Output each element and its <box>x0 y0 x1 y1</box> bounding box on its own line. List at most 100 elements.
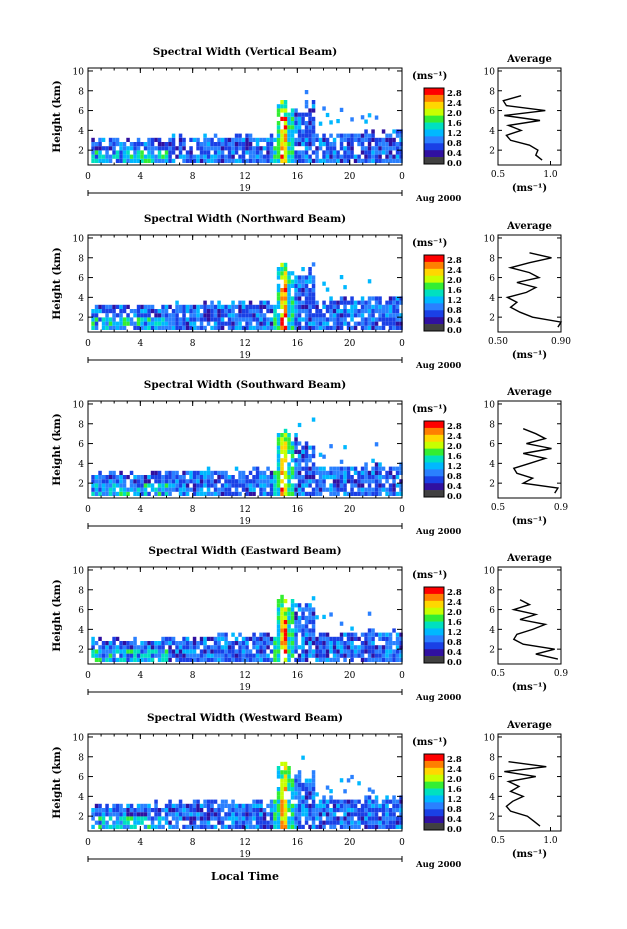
heatmap-cell <box>112 641 116 646</box>
heatmap-cell <box>353 649 358 654</box>
heatmap-cell <box>210 154 214 159</box>
heatmap-cell <box>255 304 260 309</box>
heatmap-cell <box>224 632 228 637</box>
heatmap-cell <box>353 645 358 650</box>
heatmap-cell <box>388 300 393 305</box>
heatmap-cell <box>98 150 102 155</box>
heatmap-cell <box>308 787 312 792</box>
heatmap-cell <box>192 137 197 142</box>
heatmap-cell <box>381 150 386 155</box>
heatmap-cell <box>157 309 162 314</box>
heatmap-cell <box>332 657 337 662</box>
heatmap-cell <box>224 321 228 326</box>
heatmap-cell <box>133 657 137 662</box>
heatmap-cell <box>206 150 211 155</box>
heatmap-cell <box>388 657 393 662</box>
heatmap-cell <box>297 275 302 280</box>
heatmap-cell <box>217 300 221 305</box>
heatmap-cell <box>311 475 316 480</box>
heatmap-cell <box>346 824 351 829</box>
heatmap-cell <box>224 653 228 658</box>
heatmap-cell <box>241 317 246 322</box>
heatmap-cell <box>280 791 284 796</box>
heatmap-cell <box>262 641 267 646</box>
heatmap-cell <box>371 154 375 159</box>
heatmap-cell <box>269 479 274 484</box>
heatmap-cell <box>339 309 344 314</box>
heatmap-cell <box>98 475 102 480</box>
heatmap-cell <box>353 137 358 142</box>
heatmap-cell <box>234 487 239 492</box>
heatmap-cell <box>378 154 382 159</box>
heatmap-cell <box>185 645 190 650</box>
heatmap-cell <box>360 653 365 658</box>
heatmap-cell <box>388 820 393 825</box>
heatmap-cell <box>175 645 179 650</box>
heatmap-cell <box>189 803 193 808</box>
heatmap-cell <box>238 812 242 817</box>
heatmap-cell <box>339 107 344 112</box>
heatmap-cell <box>360 483 365 488</box>
heatmap-cell <box>336 479 340 484</box>
colorbar-frame <box>423 753 445 831</box>
heatmap-cell <box>280 632 284 637</box>
heatmap-cell <box>171 483 176 488</box>
heatmap-cell <box>283 271 288 276</box>
heatmap-cell <box>147 313 151 318</box>
heatmap-cell <box>297 125 302 130</box>
heatmap-cell <box>140 808 144 813</box>
colorbar-tick-label: 0.4 <box>447 316 462 326</box>
heatmap-cell <box>196 483 200 488</box>
heatmap-cell <box>308 271 312 276</box>
heatmap-cell <box>252 475 256 480</box>
heatmap-cell <box>395 803 400 808</box>
heatmap-cell <box>318 636 323 641</box>
heatmap-cell <box>371 129 375 134</box>
heatmap-cell <box>343 479 347 484</box>
heatmap-cell <box>392 483 396 488</box>
heatmap-cell <box>297 422 302 428</box>
heatmap-cell <box>336 645 340 650</box>
heatmap-cell <box>360 142 365 147</box>
heatmap-cell <box>350 146 354 151</box>
heatmap-cell <box>283 766 288 771</box>
heatmap-cell <box>101 808 106 813</box>
heatmap-cell <box>308 491 312 496</box>
heatmap-cell <box>245 137 249 142</box>
heatmap-cell <box>318 146 323 151</box>
heatmap-cell <box>248 146 253 151</box>
heatmap-cell <box>322 158 326 163</box>
heatmap-cell <box>329 309 333 314</box>
heatmap-cell <box>210 808 214 813</box>
heatmap-cell <box>203 309 207 314</box>
heatmap-cell <box>269 146 274 151</box>
heatmap-cell <box>294 470 298 475</box>
heatmap-cell <box>280 142 284 147</box>
heatmap-cell <box>255 816 260 821</box>
heatmap-cell <box>283 437 288 442</box>
heatmap-cell <box>374 820 379 825</box>
heatmap-cell <box>290 296 295 301</box>
average-title: Average <box>506 387 552 398</box>
heatmap-cell <box>220 475 225 480</box>
heatmap-cell <box>353 636 358 641</box>
heatmap-cell <box>304 454 309 459</box>
heatmap-cell <box>388 158 393 163</box>
heatmap-cell <box>308 645 312 650</box>
heatmap-cell <box>350 154 354 159</box>
heatmap-cell <box>252 466 256 471</box>
heatmap-cell <box>203 820 207 825</box>
heatmap-cell <box>252 146 256 151</box>
heatmap-cell <box>245 636 249 641</box>
heatmap-cell <box>199 491 204 496</box>
heatmap-cell <box>196 304 200 309</box>
heatmap-cell <box>280 462 284 467</box>
avg-y-tick-label: 2 <box>489 147 495 157</box>
heatmap-cell <box>283 624 288 629</box>
heatmap-cell <box>280 611 284 616</box>
heatmap-cell <box>399 657 403 662</box>
heatmap-cell <box>105 483 109 488</box>
heatmap-cell <box>234 649 239 654</box>
heatmap-cell <box>98 309 102 314</box>
heatmap-cell <box>140 803 144 808</box>
